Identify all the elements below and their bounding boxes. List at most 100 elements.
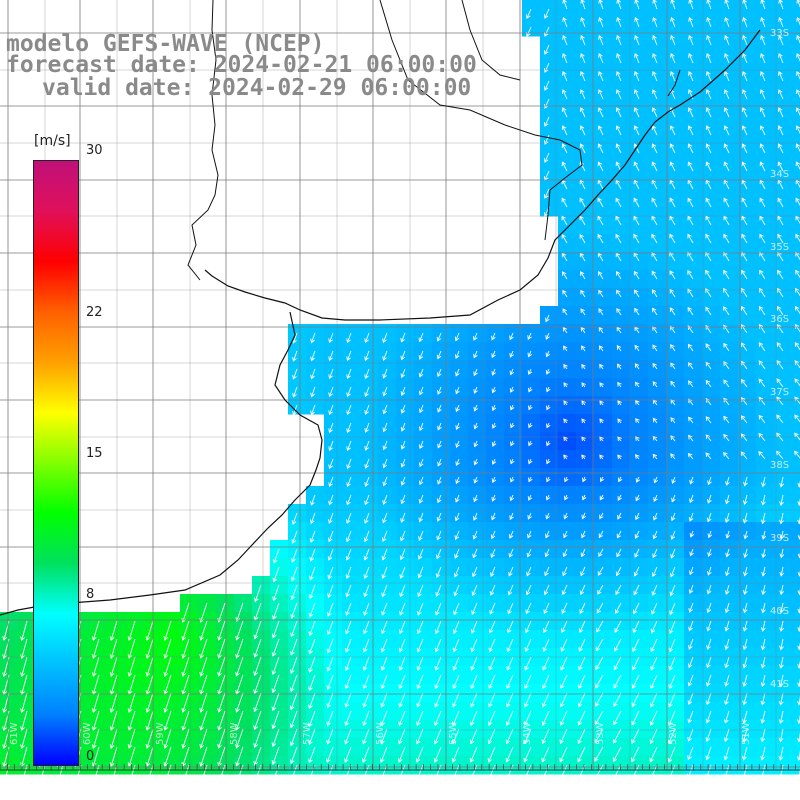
wind-arrow — [346, 584, 352, 597]
wind-arrow-head — [418, 337, 424, 343]
wind-speed-cell — [792, 702, 800, 721]
wind-arrow-head — [612, 738, 618, 744]
wind-arrow — [383, 494, 388, 505]
wind-arrow — [544, 170, 550, 181]
wind-arrow-head — [759, 161, 765, 167]
wind-arrow-head — [470, 665, 475, 671]
wind-arrow — [455, 494, 460, 503]
wind-arrow-head — [579, 609, 584, 615]
wind-speed-cell — [792, 234, 800, 253]
wind-arrow-head — [20, 672, 25, 678]
wind-arrow-head — [454, 554, 459, 559]
wind-arrow-head — [435, 592, 440, 597]
wind-arrow-head — [741, 89, 747, 94]
wind-arrow — [254, 620, 262, 639]
wind-arrow — [524, 710, 532, 726]
wind-arrow-head — [109, 672, 115, 677]
wind-arrow-head — [617, 477, 623, 483]
wind-arrow-head — [616, 308, 621, 313]
wind-speed-cell — [702, 0, 721, 19]
wind-arrow — [417, 584, 424, 597]
wind-arrow — [724, 746, 730, 760]
wind-arrow-head — [635, 418, 640, 423]
wind-arrow — [561, 638, 568, 652]
wind-speed-cell — [756, 432, 775, 451]
wind-arrow-head — [291, 520, 297, 525]
wind-arrow-head — [723, 215, 728, 221]
wind-arrow-head — [417, 554, 423, 560]
wind-arrow-head — [271, 742, 277, 748]
wind-arrow — [110, 620, 118, 641]
wind-speed-cell — [648, 72, 667, 91]
wind-arrow — [669, 602, 676, 615]
wind-arrow-head — [580, 326, 586, 332]
wind-arrow — [742, 17, 748, 28]
wind-arrow-head — [528, 459, 533, 465]
wind-arrow — [290, 746, 298, 764]
wind-arrow-head — [578, 684, 583, 690]
wind-arrow — [544, 62, 550, 73]
wind-arrow-head — [145, 636, 151, 641]
wind-arrow-head — [310, 338, 315, 344]
wind-arrow-head — [687, 343, 693, 349]
wind-arrow — [492, 440, 496, 447]
wind-arrow — [597, 216, 604, 226]
wind-speed-cell — [558, 288, 577, 307]
wind-arrow-head — [779, 627, 784, 632]
wind-arrow — [344, 746, 352, 763]
wind-speed-cell — [576, 342, 595, 361]
wind-arrow — [473, 494, 478, 502]
wind-arrow-head — [615, 270, 621, 276]
wind-arrow-head — [453, 610, 458, 616]
wind-arrow — [688, 435, 694, 442]
wind-arrow — [778, 89, 784, 100]
wind-arrow — [594, 710, 604, 725]
wind-arrow-head — [363, 629, 368, 635]
wind-speed-cell — [576, 108, 595, 127]
wind-arrow — [744, 494, 748, 505]
wind-arrow-head — [723, 89, 729, 94]
wind-speed-cell — [792, 540, 800, 559]
wind-arrow-head — [631, 702, 637, 708]
wind-arrow — [706, 692, 712, 705]
wind-arrow — [347, 404, 352, 415]
wind-arrow — [761, 0, 766, 10]
wind-arrow — [598, 89, 604, 100]
wind-arrow — [759, 198, 766, 208]
wind-arrow-head — [652, 381, 658, 386]
wind-speed-cell — [792, 126, 800, 145]
wind-arrow-head — [400, 444, 406, 450]
wind-arrow-head — [509, 335, 514, 341]
wind-arrow — [545, 548, 550, 557]
wind-arrow — [796, 17, 800, 26]
wind-arrow-head — [689, 551, 694, 557]
wind-arrow — [272, 656, 280, 675]
wind-arrow-head — [563, 400, 568, 406]
wind-arrow-head — [652, 453, 658, 459]
wind-arrow-head — [491, 478, 497, 484]
wind-arrow-head — [364, 410, 369, 415]
wind-speed-cell — [612, 234, 631, 253]
wind-arrow-head — [577, 720, 583, 726]
wind-arrow — [723, 198, 730, 208]
wind-arrow — [182, 638, 190, 659]
wind-arrow — [634, 289, 640, 298]
wind-arrow-head — [723, 233, 728, 239]
wind-arrow-head — [289, 705, 295, 711]
wind-arrow-head — [473, 389, 478, 394]
wind-arrow — [798, 678, 800, 687]
wind-speed-cell — [612, 270, 631, 289]
wind-arrow-head — [235, 635, 240, 641]
wind-arrow — [381, 638, 388, 652]
wind-arrow-head — [742, 590, 748, 595]
wind-arrow-head — [543, 140, 549, 145]
wind-arrow-head — [400, 499, 406, 505]
wind-arrow — [687, 307, 694, 316]
wind-arrow-head — [145, 762, 151, 767]
wind-arrow — [146, 620, 154, 641]
wind-arrow-head — [437, 443, 442, 449]
wind-speed-cell — [720, 216, 739, 235]
wind-arrow-head — [687, 773, 692, 779]
wind-arrow — [707, 602, 712, 613]
wind-arrow — [634, 308, 640, 316]
